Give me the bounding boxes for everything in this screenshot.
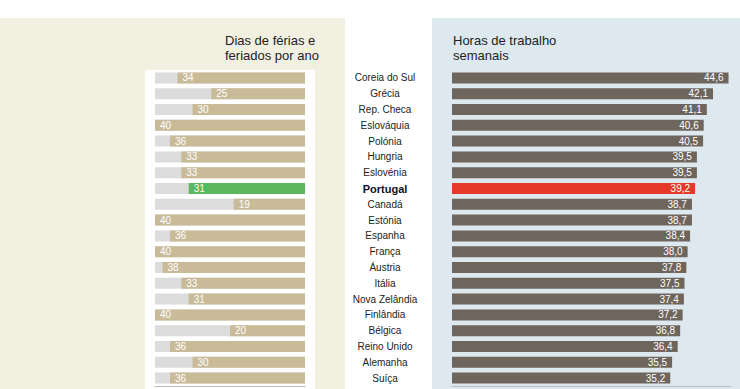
- svg-text:40: 40: [160, 246, 172, 257]
- svg-text:Horas de trabalho: Horas de trabalho: [453, 33, 560, 48]
- svg-text:40: 40: [160, 120, 172, 131]
- svg-text:Nova Zelândia: Nova Zelândia: [353, 294, 418, 305]
- svg-text:Coreia do Sul: Coreia do Sul: [355, 72, 416, 83]
- svg-text:Dias de férias e: Dias de férias e: [225, 33, 319, 48]
- svg-text:Hungria: Hungria: [367, 151, 402, 162]
- svg-text:36: 36: [175, 136, 187, 147]
- svg-text:38: 38: [168, 262, 180, 273]
- svg-text:Eslovénia: Eslovénia: [363, 167, 407, 178]
- svg-text:Itália: Itália: [374, 278, 396, 289]
- svg-text:31: 31: [194, 294, 206, 305]
- svg-text:25: 25: [216, 88, 228, 99]
- svg-text:Finlândia: Finlândia: [365, 309, 406, 320]
- svg-text:Rep. Checa: Rep. Checa: [359, 104, 412, 115]
- svg-text:33: 33: [186, 278, 198, 289]
- svg-text:38,7: 38,7: [667, 215, 687, 226]
- svg-text:37,5: 37,5: [660, 278, 680, 289]
- svg-text:Suíça: Suíça: [372, 373, 398, 384]
- svg-text:39,5: 39,5: [672, 167, 692, 178]
- svg-text:Bélgica: Bélgica: [369, 325, 402, 336]
- svg-text:39,5: 39,5: [672, 151, 692, 162]
- svg-text:41,1: 41,1: [682, 104, 702, 115]
- svg-text:36: 36: [175, 373, 187, 384]
- svg-text:Espanha: Espanha: [365, 230, 405, 241]
- svg-text:Polónia: Polónia: [368, 136, 402, 147]
- svg-text:38,0: 38,0: [663, 246, 683, 257]
- svg-text:38,7: 38,7: [667, 199, 687, 210]
- svg-text:Portugal: Portugal: [363, 183, 408, 195]
- svg-text:37,8: 37,8: [662, 262, 682, 273]
- svg-text:38,4: 38,4: [666, 230, 686, 241]
- svg-text:Alemanha: Alemanha: [362, 357, 407, 368]
- svg-text:36: 36: [175, 230, 187, 241]
- svg-text:França: França: [369, 246, 401, 257]
- svg-text:40: 40: [160, 215, 172, 226]
- svg-text:Estónia: Estónia: [368, 215, 402, 226]
- svg-text:31: 31: [194, 183, 206, 194]
- svg-text:36,8: 36,8: [656, 325, 676, 336]
- svg-text:Áustria: Áustria: [369, 261, 401, 273]
- svg-text:39,2: 39,2: [671, 183, 691, 194]
- svg-text:36,4: 36,4: [653, 341, 673, 352]
- svg-text:44,6: 44,6: [704, 72, 724, 83]
- svg-text:30: 30: [198, 104, 210, 115]
- svg-text:35,2: 35,2: [646, 373, 666, 384]
- svg-text:40,5: 40,5: [679, 136, 699, 147]
- svg-text:20: 20: [235, 325, 247, 336]
- svg-text:42,1: 42,1: [689, 88, 709, 99]
- svg-text:40: 40: [160, 309, 172, 320]
- svg-text:30: 30: [198, 357, 210, 368]
- svg-text:feriados por ano: feriados por ano: [225, 48, 319, 63]
- svg-text:34: 34: [183, 72, 195, 83]
- svg-text:33: 33: [186, 151, 198, 162]
- svg-text:33: 33: [186, 167, 198, 178]
- svg-text:Reino Unido: Reino Unido: [357, 341, 412, 352]
- svg-text:40,6: 40,6: [679, 120, 699, 131]
- svg-text:35,5: 35,5: [648, 357, 668, 368]
- svg-text:Grécia: Grécia: [370, 88, 400, 99]
- svg-text:Eslováquia: Eslováquia: [361, 120, 410, 131]
- svg-text:37,4: 37,4: [659, 294, 679, 305]
- svg-text:36: 36: [175, 341, 187, 352]
- svg-text:semanais: semanais: [453, 48, 509, 63]
- svg-text:Canadá: Canadá: [367, 199, 402, 210]
- svg-text:37,2: 37,2: [658, 309, 678, 320]
- svg-text:19: 19: [239, 199, 251, 210]
